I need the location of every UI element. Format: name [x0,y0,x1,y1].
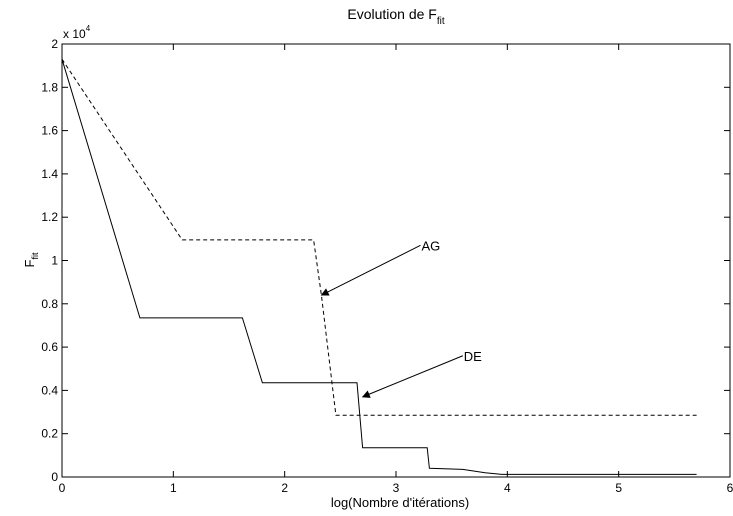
x-tick-label: 6 [727,481,733,495]
y-tick-label: 1.2 [41,210,58,224]
y-tick-label: 1.8 [41,80,58,94]
series-line-de [61,59,697,475]
annotation-label-ag: AG [421,238,440,253]
x-tick-label: 0 [59,481,66,495]
y-axis-exponent: x 104 [63,24,91,41]
axis-ticks: 0 1 2 3 4 5 6 0 0.2 0.4 0.6 0.8 1 1.2 1.4 1.6 1.8 2 [41,37,733,495]
chart-title: Evolution de Ffit [347,6,445,27]
y-tick-label: 1.6 [41,124,58,138]
x-tick-label: 4 [504,481,511,495]
y-tick-label: 2 [51,37,58,51]
y-tick-label: 0.8 [41,297,58,311]
plot-frame [61,43,731,478]
y-axis-label: Ffit [22,252,40,267]
y-tick-label: 1 [51,254,58,268]
y-axis-label-subscript: fit [30,252,40,260]
x-tick-label: 1 [170,481,177,495]
y-tick-label: 0.6 [41,340,58,354]
annotation-label-de: DE [464,349,482,364]
x-tick-label: 5 [615,481,622,495]
chart-title-subscript: fit [437,16,445,27]
y-tick-label: 0.2 [41,427,58,441]
annotation-arrow-de [361,355,463,398]
y-axis-exponent-base: x 10 [63,27,86,41]
y-tick-label: 0.4 [41,383,58,397]
y-tick-label: 0 [51,470,58,484]
x-axis-label: log(Nombre d'itérations) [331,495,469,510]
y-tick-label: 1.4 [41,167,58,181]
x-tick-label: 3 [393,481,400,495]
annotation-arrow-ag [320,244,421,296]
series-line-ag [61,58,697,416]
chart-title-main: Evolution de F [347,6,437,22]
annotations-group: AG DE [320,238,482,398]
series-group [61,58,697,475]
y-axis-exponent-power: 4 [86,24,91,33]
x-tick-label: 2 [281,481,288,495]
y-axis-label-main: F [22,259,37,267]
